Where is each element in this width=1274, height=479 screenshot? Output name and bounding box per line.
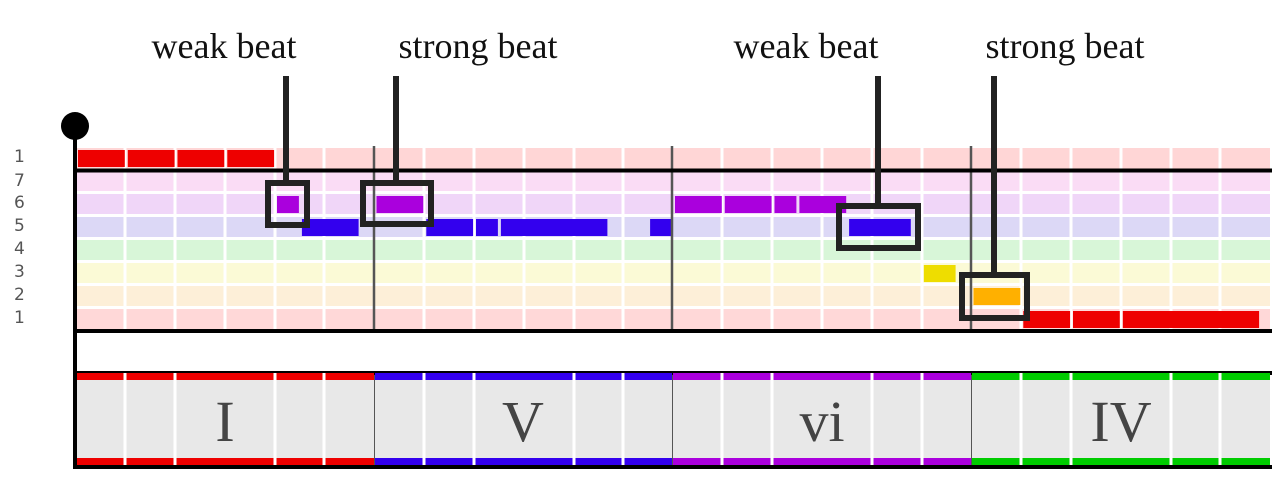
- melody-note: [923, 265, 956, 282]
- melody-row-backgrounds: [77, 148, 1270, 329]
- melody-note: [476, 219, 498, 236]
- degree-label-3: 3: [14, 262, 25, 282]
- row-background-3: [77, 263, 1270, 283]
- annotation-label-weak-beat-1: weak beat: [152, 26, 297, 66]
- melody-note: [78, 150, 125, 167]
- melody-note: [500, 219, 608, 236]
- row-background-5: [77, 217, 1270, 237]
- degree-label-7: 7: [14, 171, 25, 191]
- annotation-label-weak-beat-2: weak beat: [734, 26, 879, 66]
- melody-note: [277, 196, 299, 213]
- highlight-box-weak-beat-1: [265, 180, 310, 228]
- melody-note: [650, 219, 672, 236]
- chord-label-V: V: [502, 389, 544, 454]
- melody-note: [774, 196, 797, 213]
- melody-note: [973, 288, 1021, 305]
- highlight-box-weak-beat-2: [836, 203, 921, 251]
- annotation-label-strong-beat-1: strong beat: [399, 26, 558, 66]
- chord-bottom-stripe-V: [375, 458, 672, 465]
- melody-note: [227, 150, 275, 167]
- melody-note: [177, 150, 225, 167]
- melody-note: [426, 219, 474, 236]
- degree-label-1-upper: 1: [14, 147, 25, 167]
- melody-note: [376, 196, 424, 213]
- row-background-6: [77, 194, 1270, 214]
- degree-label-4: 4: [14, 239, 25, 259]
- playhead-marker: [61, 112, 89, 140]
- melody-note: [799, 196, 847, 213]
- chord-top-stripe-I: [77, 373, 374, 380]
- chord-bottom-stripe-I: [77, 458, 374, 465]
- highlight-box-strong-beat-2: [959, 272, 1030, 321]
- melody-note: [849, 219, 911, 236]
- melody-note: [1073, 311, 1120, 328]
- annotation-pointers: [265, 76, 1030, 321]
- chord-beat-gridlines: [123, 373, 1222, 465]
- melody-note: [127, 150, 175, 167]
- melody-note: [1122, 311, 1260, 328]
- chord-bottom-stripe-vi: [673, 458, 971, 465]
- row-background-7: [77, 172, 1270, 191]
- chord-label-IV: IV: [1090, 389, 1151, 454]
- melody-note: [301, 219, 359, 236]
- annotation-label-strong-beat-2: strong beat: [986, 26, 1145, 66]
- melody-note: [675, 196, 722, 213]
- chord-top-stripe-vi: [673, 373, 971, 380]
- chord-track: I V vi IV: [77, 373, 1270, 465]
- row-background-2: [77, 286, 1270, 306]
- row-background-4: [77, 240, 1270, 260]
- highlight-box-strong-beat-1: [360, 180, 434, 227]
- chord-bottom-stripe-IV: [972, 458, 1270, 465]
- melody-beat-gridlines: [123, 148, 1222, 329]
- chord-top-stripe-IV: [972, 373, 1270, 380]
- degree-label-6: 6: [14, 193, 25, 213]
- chord-label-vi: vi: [799, 389, 844, 454]
- degree-label-5: 5: [14, 216, 25, 236]
- chord-label-I: I: [215, 389, 234, 454]
- melody-note: [1023, 311, 1071, 328]
- melody-notes: [78, 150, 1260, 328]
- melody-note: [724, 196, 772, 213]
- chord-top-stripe-V: [375, 373, 672, 380]
- degree-label-1: 1: [14, 308, 25, 328]
- degree-label-2: 2: [14, 285, 25, 305]
